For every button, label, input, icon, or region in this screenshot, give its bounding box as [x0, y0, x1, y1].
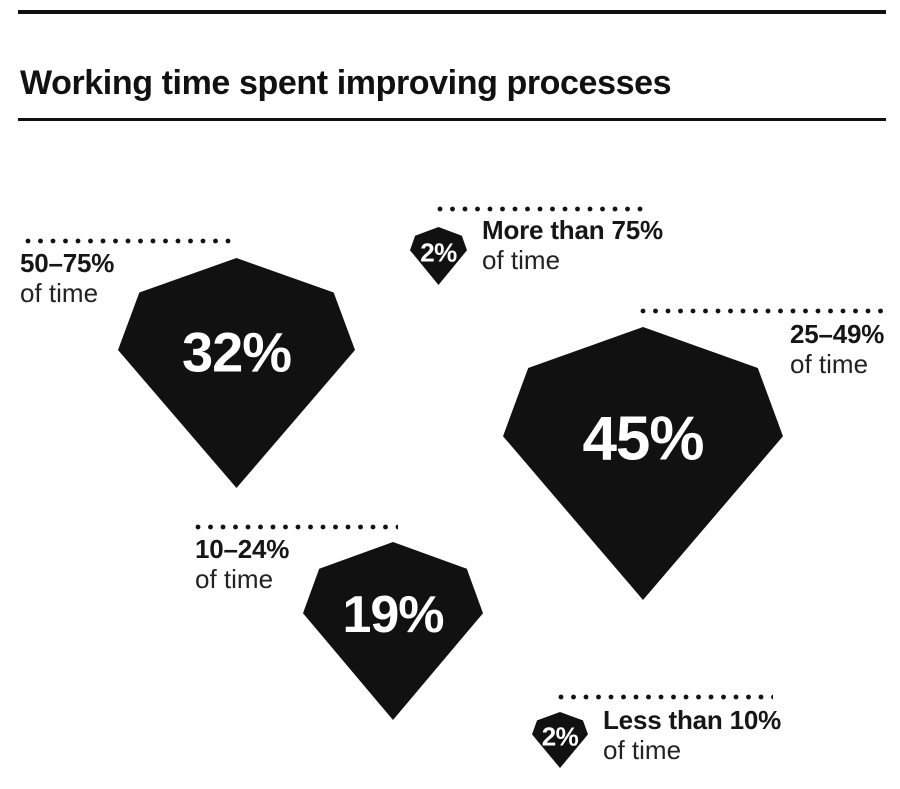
label-sub-more-75: of time [482, 245, 561, 275]
label-50-75: 50–75% of time [20, 248, 114, 308]
label-range-less-10: Less than 10% [603, 705, 782, 735]
leader-dots-more-75 [437, 206, 649, 212]
label-sub-10-24: of time [195, 564, 274, 594]
top-rule [18, 10, 886, 14]
gem-10-24: 19% [303, 542, 483, 720]
leader-dots-less-10 [558, 694, 773, 700]
gem-50-75: 32% [118, 258, 355, 488]
gem-value-more-75: 2% [420, 237, 457, 268]
leader-dots-50-75 [25, 238, 237, 244]
gem-more-75: 2% [410, 227, 467, 285]
gem-value-50-75: 32% [181, 320, 292, 384]
gem-value-less-10: 2% [541, 721, 579, 752]
label-sub-25-49: of time [790, 349, 869, 379]
page-title: Working time spent improving processes [20, 63, 672, 102]
label-more-75: More than 75% of time [482, 215, 663, 275]
leader-dots-10-24 [195, 524, 398, 530]
label-less-10: Less than 10% of time [603, 705, 781, 765]
label-sub-less-10: of time [603, 735, 682, 765]
gem-value-25-49: 45% [582, 404, 704, 474]
label-range-10-24: 10–24% [195, 534, 290, 564]
leader-dots-25-49 [640, 308, 888, 314]
gem-less-10: 2% [532, 712, 588, 768]
label-10-24: 10–24% of time [195, 534, 289, 594]
label-range-more-75: More than 75% [482, 215, 663, 245]
title-underline-rule [18, 118, 886, 121]
gem-25-49: 45% [503, 327, 783, 600]
label-range-50-75: 50–75% [20, 248, 115, 278]
gem-value-10-24: 19% [342, 585, 444, 644]
label-sub-50-75: of time [20, 278, 99, 308]
label-25-49: 25–49% of time [790, 319, 884, 379]
label-range-25-49: 25–49% [790, 319, 885, 349]
